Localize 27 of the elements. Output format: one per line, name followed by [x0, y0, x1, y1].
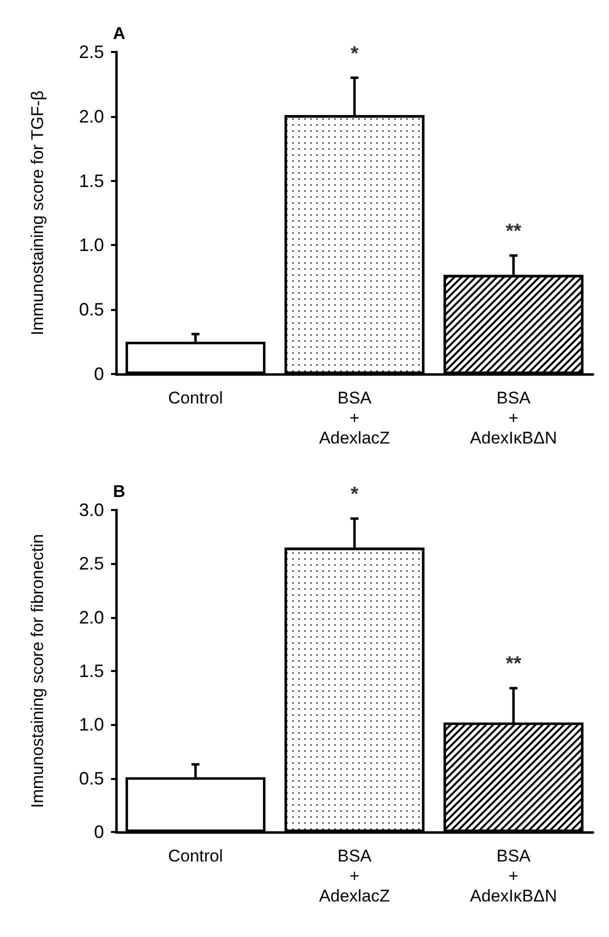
x-tick-label: BSA + AdexIκBΔN: [470, 388, 557, 448]
y-tick-label: 2.0: [78, 106, 104, 126]
annotation: **: [506, 653, 522, 676]
x-tick-label: BSA + AdexIκBΔN: [470, 846, 557, 906]
y-tick-label: 2.0: [78, 607, 104, 628]
y-tick-label: 1.5: [78, 661, 104, 681]
x-tick-label: BSA + AdexlacZ: [319, 388, 390, 448]
y-tick-label: 1.5: [78, 170, 104, 191]
y-tick-label: 0: [94, 364, 104, 384]
x-tick-label: BSA + AdexlacZ: [319, 846, 390, 906]
annotation: *: [350, 42, 359, 65]
y-tick-label: 2.5: [78, 42, 104, 62]
y-axis-title: Immunostaining score for TGF-β: [28, 90, 47, 336]
y-tick-label: 0: [94, 822, 104, 842]
x-tick-label: Control: [168, 388, 223, 408]
y-tick-label: 0.5: [78, 768, 104, 788]
annotation: **: [506, 220, 522, 243]
y-tick-label: 1.0: [78, 235, 104, 256]
chart-title: A: [113, 24, 126, 43]
y-tick-label: 1.0: [78, 714, 104, 735]
annotation: *: [350, 484, 359, 506]
y-tick-label: 3.0: [78, 500, 104, 520]
chart-title: B: [113, 482, 126, 501]
x-tick-label: Control: [168, 846, 223, 866]
y-tick-label: 2.5: [78, 554, 104, 574]
y-axis-title: Immunostaining score for fibronectin: [28, 534, 47, 808]
y-tick-label: 0.5: [78, 300, 104, 320]
